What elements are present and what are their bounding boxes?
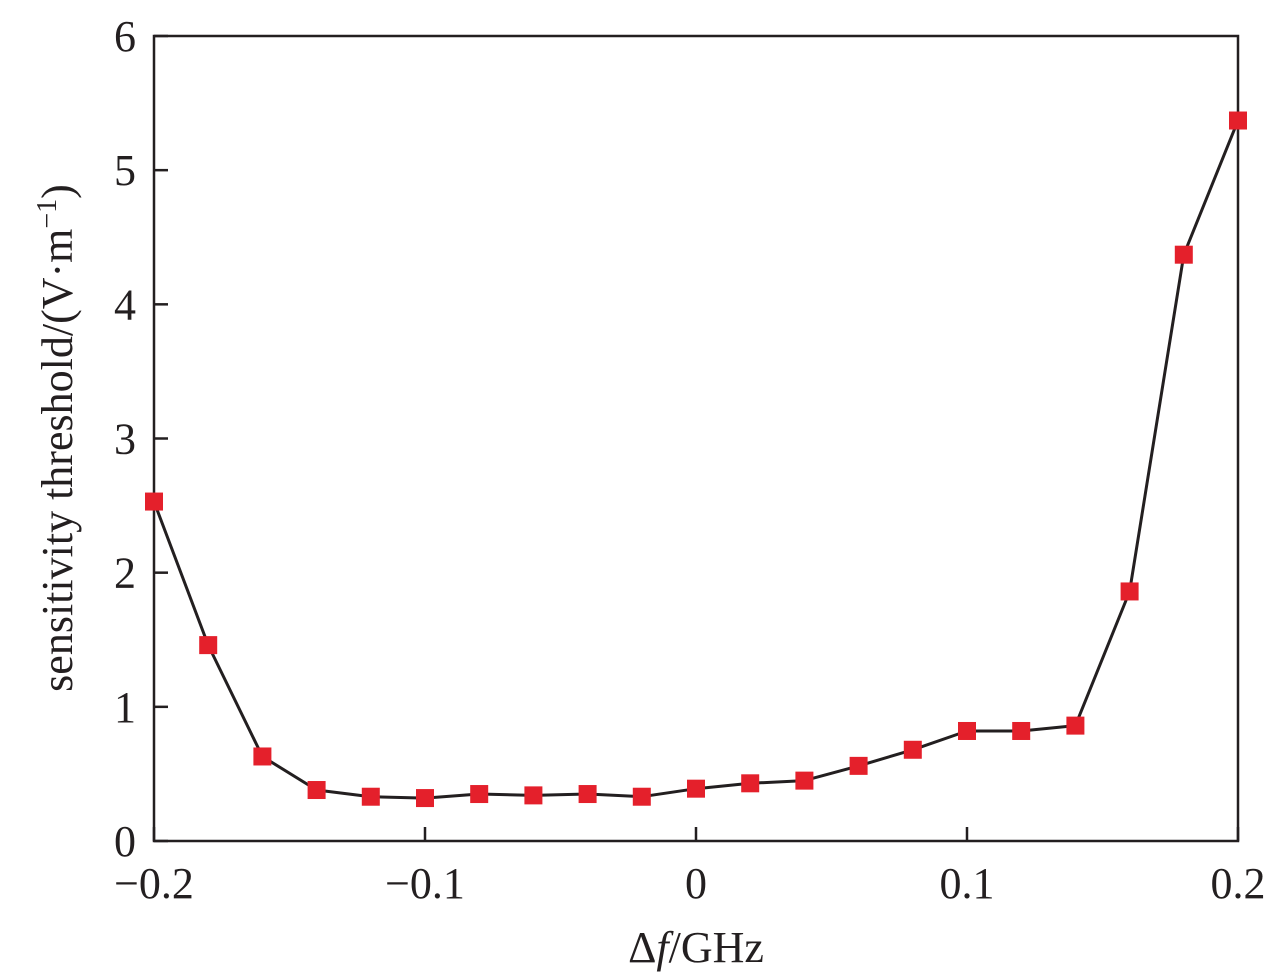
data-point-marker [307, 781, 326, 800]
data-point-marker [416, 789, 434, 808]
data-point-marker [632, 787, 651, 806]
x-axis-title: Δf/GHz [628, 923, 764, 972]
y-tick-label: 0 [114, 817, 136, 866]
data-point-marker [849, 756, 868, 775]
data-point-marker [1120, 582, 1139, 601]
y-tick-label: 1 [114, 683, 136, 732]
x-tick-label: 0 [685, 859, 707, 908]
data-point-marker [199, 636, 218, 655]
x-axis-ticks: −0.2 −0.1 0 0.1 0.2 [114, 827, 1266, 908]
x-tick-label: −0.2 [114, 859, 194, 908]
data-point-marker [958, 721, 976, 740]
y-tick-label: 4 [114, 280, 136, 329]
data-point-marker [903, 740, 922, 759]
data-point-marker [1174, 245, 1193, 264]
x-tick-label: 0.2 [1211, 859, 1266, 908]
series-layer [145, 111, 1247, 808]
y-axis-title-main: sensitivity threshold/(V·m [33, 229, 82, 692]
data-point-marker [741, 774, 760, 793]
y-tick-label: 5 [114, 146, 136, 195]
series-line [152, 119, 1240, 800]
y-axis-title: sensitivity threshold/(V·m−1) [32, 184, 82, 692]
y-tick-label: 6 [114, 12, 136, 61]
x-tick-label: −0.1 [385, 859, 465, 908]
y-axis-ticks: 0 1 2 3 4 5 6 [114, 12, 168, 866]
data-point-marker [145, 492, 163, 511]
data-point-marker [470, 785, 489, 804]
x-axis-title-delta: Δ [628, 923, 656, 972]
data-point-marker [524, 786, 543, 805]
data-point-marker [578, 785, 597, 804]
y-axis-title-close: ) [33, 184, 82, 199]
data-point-marker [1012, 721, 1031, 740]
data-point-marker [1229, 111, 1247, 130]
data-point-marker [361, 787, 380, 806]
data-point-marker [687, 779, 705, 798]
x-tick-label: 0.1 [940, 859, 995, 908]
data-point-marker [795, 771, 814, 790]
y-axis-title-exponent: −1 [32, 199, 63, 229]
data-point-marker [1066, 716, 1085, 735]
x-axis-title-unit: /GHz [669, 923, 764, 972]
y-tick-label: 3 [114, 415, 136, 464]
data-point-marker [253, 747, 272, 766]
y-tick-label: 2 [114, 549, 136, 598]
